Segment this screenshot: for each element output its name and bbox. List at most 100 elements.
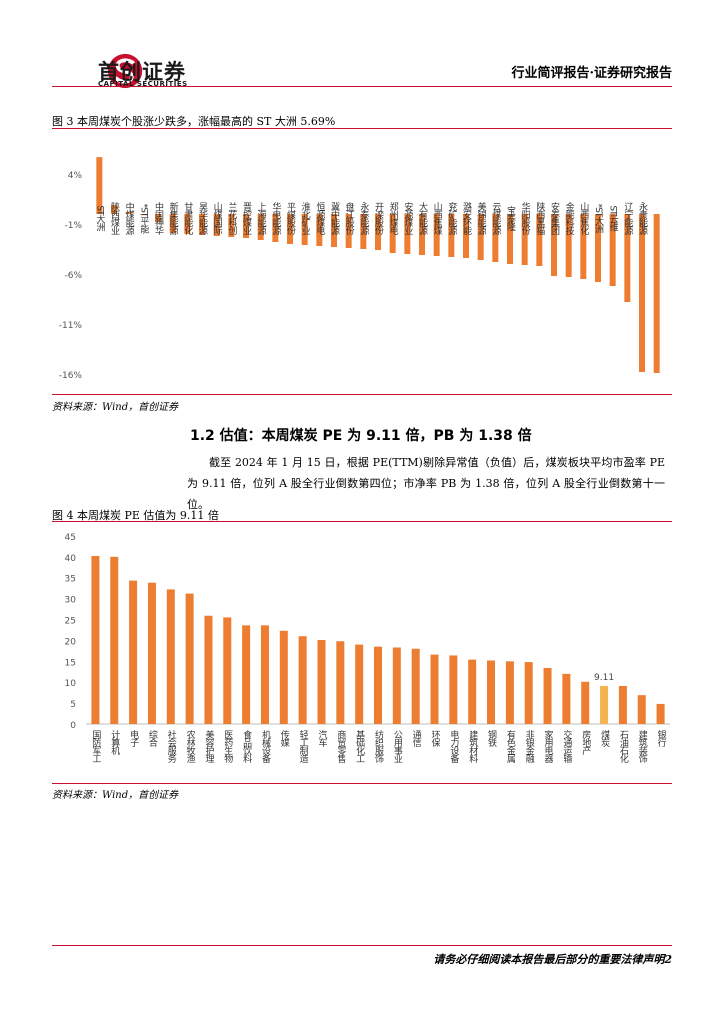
- bar: [301, 214, 308, 245]
- x-tick-label: 农林牧渔: [185, 729, 196, 763]
- y-tick-label: 25: [65, 617, 76, 627]
- x-tick-label: 房地产: [580, 729, 591, 756]
- legal-notice: 请务必仔细阅读本报告最后部分的重要法律声明2: [433, 953, 672, 966]
- bar: [242, 625, 251, 724]
- x-tick-label: 电力设备: [448, 729, 459, 763]
- bar: [433, 214, 440, 256]
- x-tick-label: 陕西煤业: [109, 201, 120, 235]
- bar: [639, 214, 645, 372]
- x-tick-label: 钢铁: [486, 729, 497, 748]
- x-tick-label: 宝泰隆: [505, 205, 516, 232]
- x-tick-label: 环保: [430, 730, 441, 748]
- bar: [317, 639, 326, 724]
- figure4-bottom-rule: [52, 783, 672, 784]
- bar: [272, 214, 279, 242]
- data-label: 9.11: [594, 673, 614, 683]
- x-tick-label: 平煤股份: [285, 202, 296, 236]
- x-tick-label: 美容护理: [203, 729, 214, 763]
- x-tick-label: 山西焦煤: [432, 202, 443, 236]
- x-tick-label: 通信: [411, 730, 422, 748]
- x-tick-label: 盘江股份: [344, 201, 355, 236]
- x-tick-label: 陕西黑猫: [534, 201, 545, 236]
- y-tick-label: 35: [65, 575, 76, 585]
- bar: [463, 214, 469, 258]
- bar: [331, 214, 337, 247]
- bar: [375, 214, 381, 250]
- bar: [260, 625, 269, 724]
- x-tick-label: 永贵能源: [637, 201, 648, 236]
- x-tick-label: 山西焦化: [578, 202, 589, 236]
- x-tick-label: 机械设备: [260, 729, 271, 763]
- figure4-top-rule: [52, 521, 672, 522]
- x-tick-label: 金能科技: [564, 201, 575, 236]
- bar: [243, 214, 249, 238]
- y-tick-label: 30: [65, 596, 77, 606]
- bar: [581, 681, 590, 724]
- x-tick-label: 中国神华: [153, 201, 164, 236]
- x-tick-label: 煤炭: [599, 729, 610, 748]
- header-divider: [52, 86, 672, 87]
- bar: [507, 214, 513, 264]
- x-tick-label: 汽车: [316, 729, 327, 748]
- x-tick-label: 淮北矿业: [300, 202, 311, 235]
- x-tick-label: 恒源煤电: [314, 201, 325, 235]
- section-paragraph: 截至 2024 年 1 月 15 日，根据 PE(TTM)剔除异常值（负值）后，…: [187, 456, 665, 511]
- x-tick-label: ST大洲: [94, 205, 105, 231]
- logo-text: 首创证券: [98, 60, 186, 84]
- bar: [111, 205, 117, 214]
- x-tick-label: 华阳股份: [520, 201, 531, 236]
- x-tick-label: 开滦股份: [373, 202, 384, 236]
- x-tick-label: 社会服务: [166, 729, 177, 764]
- bar: [140, 214, 147, 215]
- bar: [345, 214, 352, 248]
- x-tick-label: 食品饮料: [241, 729, 252, 764]
- bar: [487, 660, 496, 724]
- bar: [287, 214, 293, 244]
- bar: [204, 615, 213, 724]
- x-tick-label: 安泰集团: [549, 201, 560, 236]
- x-tick-label: 大有能源: [417, 201, 428, 236]
- x-tick-label: 家用电器: [543, 729, 554, 763]
- x-tick-label: 非银金融: [524, 729, 535, 764]
- y-tick-label: -1%: [64, 221, 82, 231]
- bar: [430, 654, 439, 724]
- bar: [524, 662, 533, 724]
- x-tick-label: *ST大洲: [593, 204, 604, 234]
- industry-pe-chart: 0 5 10 15 20 25 30 35 40 45 9.11 国防军工 计算机 电子 综合 社会服务 农林牧…: [65, 533, 670, 764]
- y-tick-label: -16%: [59, 371, 83, 381]
- x-tick-label: 云煤能源: [490, 202, 501, 236]
- x-tick-label: 新集能源: [168, 201, 179, 236]
- figure3-bottom-rule: [52, 394, 672, 395]
- bar: [449, 655, 458, 724]
- x-tick-label: 建筑材料: [467, 729, 478, 764]
- logo-mark-icon: [108, 53, 143, 89]
- report-type-title: 行业简评报告·证券研究报告: [511, 66, 672, 81]
- bar: [279, 630, 288, 724]
- bar: [316, 214, 323, 246]
- bar: [155, 214, 161, 222]
- section-title: 1.2 估值：本周煤炭 PE 为 9.11 倍，PB 为 1.38 倍: [190, 428, 532, 444]
- x-tick-label: 晋控煤业: [241, 202, 252, 235]
- x-tick-label: *ST平能: [138, 204, 149, 235]
- x-tick-label: 交通运输: [561, 729, 572, 764]
- bar: [374, 646, 382, 724]
- bar: [543, 667, 552, 724]
- bar: [129, 580, 138, 724]
- bar: [147, 582, 156, 724]
- bar: [551, 214, 557, 276]
- bar: [185, 593, 194, 724]
- bar: [595, 214, 601, 282]
- x-tick-label: ST云维: [608, 205, 619, 232]
- y-tick-label: -11%: [59, 321, 83, 331]
- y-tick-label: 45: [65, 533, 76, 543]
- x-tick-label: 建筑装饰: [637, 729, 648, 764]
- bar: [184, 214, 191, 234]
- x-tick-label: 美锦能源: [476, 201, 487, 236]
- bar: [505, 661, 514, 724]
- bar: [624, 214, 631, 302]
- bar: [536, 214, 543, 266]
- bar: [125, 212, 132, 214]
- y-tick-label: 20: [65, 637, 77, 647]
- x-tick-label: 计算机: [109, 729, 120, 756]
- x-tick-label: 永泰能源: [358, 201, 369, 236]
